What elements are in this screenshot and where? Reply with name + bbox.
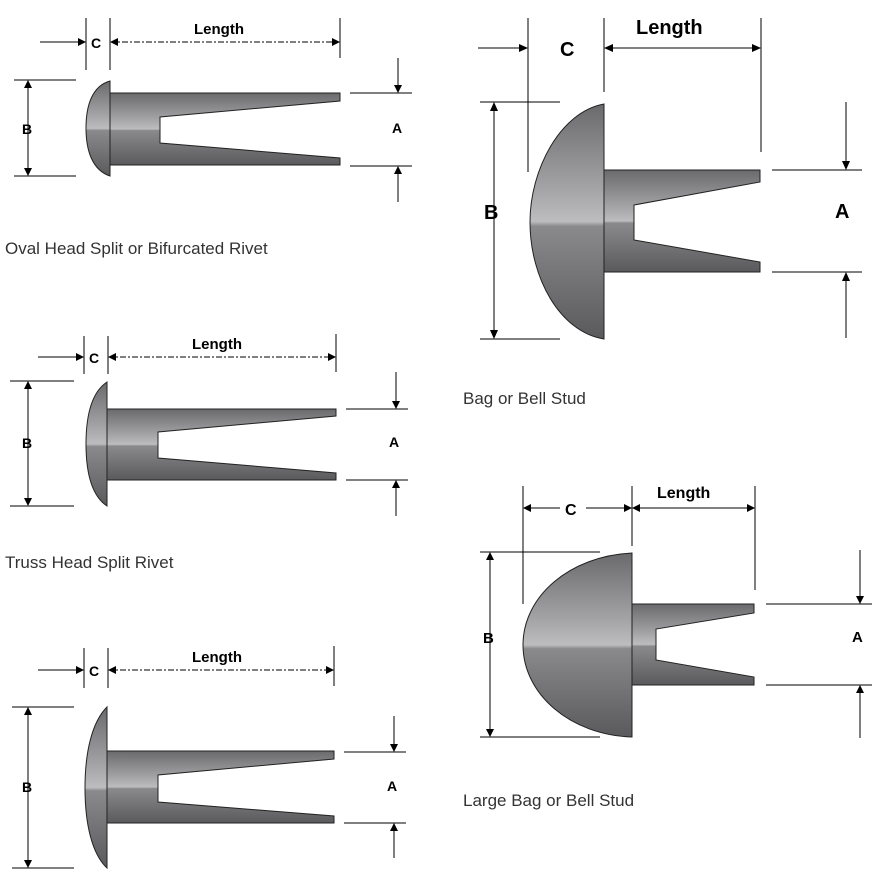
- bell-head: [522, 552, 633, 738]
- rivet-shank: [107, 92, 341, 166]
- caption-large-bag-bell: Large Bag or Bell Stud: [463, 791, 635, 810]
- stud-shank: [629, 603, 755, 686]
- dimension-c-label: C: [565, 502, 577, 519]
- length-label: Length: [657, 485, 710, 502]
- caption-bag-bell: Bag or Bell Stud: [463, 389, 586, 408]
- dimension-c-label: C: [91, 35, 101, 51]
- oval-head-rivet: B C Length A: [14, 18, 412, 202]
- rivet-shank: [105, 750, 335, 824]
- length-label: Length: [636, 17, 703, 39]
- length-label: Length: [192, 336, 242, 353]
- truss-head: [85, 381, 108, 507]
- rivet-shank: [105, 408, 337, 481]
- caption-oval-head: Oval Head Split or Bifurcated Rivet: [5, 239, 268, 258]
- dimension-b-label: B: [483, 630, 494, 647]
- dimension-a-label: A: [392, 120, 402, 136]
- third-split-rivet: B C Length A: [12, 646, 406, 870]
- dimension-c-label: C: [560, 39, 574, 61]
- dimension-a-label: A: [389, 434, 399, 450]
- dimension-b-label: B: [22, 121, 32, 137]
- stud-shank: [601, 169, 761, 273]
- oval-head: [85, 80, 111, 177]
- dimension-b-label: B: [22, 779, 32, 795]
- length-label: Length: [192, 649, 242, 666]
- dimension-a-label: A: [852, 629, 863, 646]
- length-label: Length: [194, 21, 244, 38]
- rivet-head: [84, 705, 108, 870]
- caption-truss-head: Truss Head Split Rivet: [5, 553, 174, 572]
- dimension-b-label: B: [484, 202, 498, 224]
- dimension-b-label: B: [22, 435, 32, 451]
- dimension-c-label: C: [89, 663, 99, 679]
- dimension-a-label: A: [387, 778, 397, 794]
- large-bag-bell-stud: B C Length A: [480, 485, 872, 738]
- bell-head: [529, 103, 605, 340]
- dimension-c-label: C: [89, 350, 99, 366]
- truss-head-rivet: B C Length A: [10, 334, 408, 516]
- bag-bell-stud: B C Length A: [478, 17, 862, 340]
- dimension-a-label: A: [835, 201, 849, 223]
